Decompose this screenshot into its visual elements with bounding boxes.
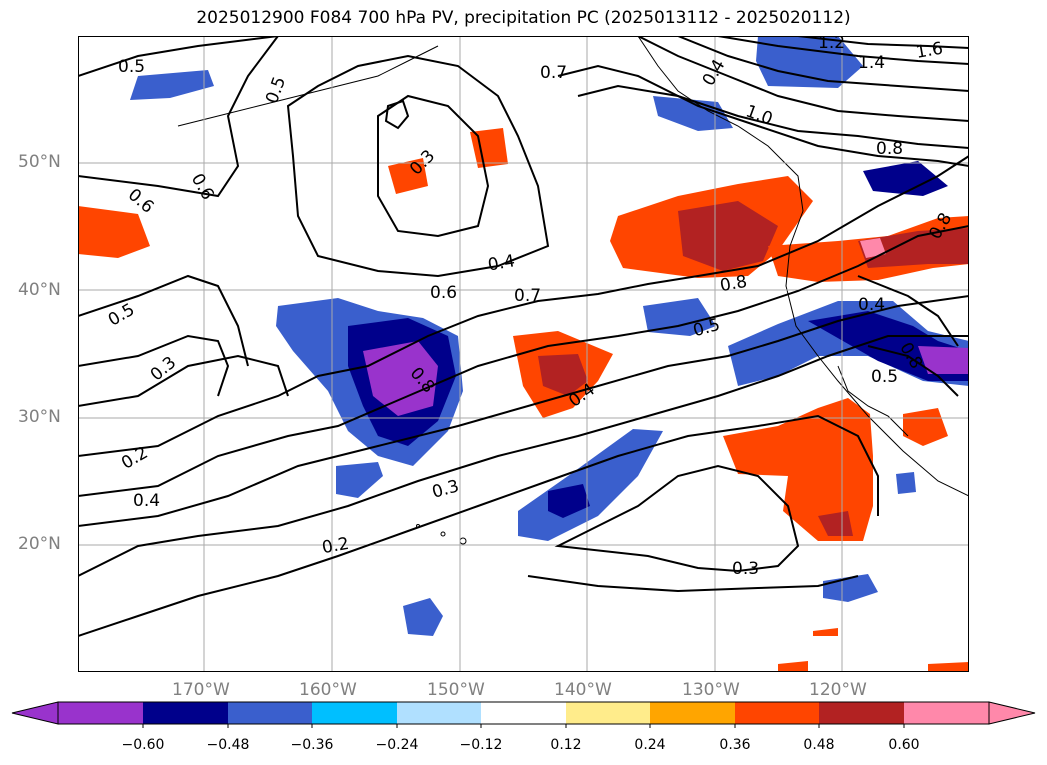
contour-label: 0.6 — [430, 283, 457, 303]
contour-label: 0.4 — [858, 295, 885, 315]
contour-label: 0.6 — [187, 170, 218, 203]
contour-label: 1.2 — [818, 36, 845, 53]
contour-label: 0.8 — [876, 139, 903, 159]
contour-label: 0.5 — [118, 57, 145, 77]
colorbar-segment — [228, 702, 312, 724]
colorbar-extend-left — [11, 701, 59, 725]
contour-label: 0.6 — [124, 185, 158, 218]
colorbar-tick: −0.12 — [459, 737, 503, 753]
colorbar-segment — [58, 702, 143, 724]
colorbar-segment — [481, 702, 566, 724]
coastlines — [177, 36, 969, 545]
colorbar-tick: −0.60 — [121, 737, 165, 753]
colorbar-segment — [904, 702, 989, 724]
colorbar-tick: −0.36 — [290, 737, 334, 753]
contour-label: 0.3 — [147, 353, 181, 386]
colorbar — [11, 701, 1036, 728]
contour-label: 0.8 — [719, 272, 749, 296]
colorbar-segment — [143, 702, 228, 724]
colorbar-extend-right — [988, 701, 1036, 725]
contour-label: 0.3 — [430, 476, 461, 502]
map-panel: 0.5 0.5 0.6 0.6 0.3 0.7 0.4 0.4 1.0 0.8 … — [78, 36, 969, 672]
colorbar-segment — [650, 702, 735, 724]
contour-label: 0.4 — [133, 491, 160, 511]
colorbar-segment — [819, 702, 904, 724]
contour-label: 0.5 — [262, 74, 290, 106]
colorbar-tick: 0.60 — [888, 737, 920, 753]
colorbar-segment — [735, 702, 819, 724]
contour-label: 0.5 — [871, 367, 898, 387]
colorbar-tick: −0.48 — [206, 737, 250, 753]
contour-label: 0.4 — [486, 251, 516, 275]
lon-label: 160°W — [299, 680, 357, 700]
colorbar-segment — [566, 702, 650, 724]
contour-label: 0.5 — [105, 300, 138, 331]
contour-label: 0.3 — [732, 559, 759, 579]
lat-label: 20°N — [18, 534, 61, 554]
lon-label: 140°W — [554, 680, 612, 700]
graticule — [78, 36, 969, 672]
colorbar-segment — [397, 702, 481, 724]
lat-label: 30°N — [18, 407, 61, 427]
contour-label: 0.4 — [699, 56, 730, 89]
contour-label: 1.4 — [858, 53, 885, 73]
contour-label: 1.6 — [914, 39, 944, 63]
lon-label: 150°W — [427, 680, 485, 700]
contour-label: 0.7 — [514, 286, 541, 306]
pv-contours — [78, 36, 969, 637]
contour-label: 1.0 — [743, 101, 775, 129]
colorbar-tick: 0.48 — [803, 737, 835, 753]
contour-label: 0.7 — [540, 63, 567, 83]
colorbar-tick: 0.24 — [634, 737, 666, 753]
lon-label: 170°W — [172, 680, 230, 700]
colorbar-segment — [312, 702, 397, 724]
colorbar-tick: 0.36 — [719, 737, 751, 753]
lon-label: 120°W — [809, 680, 867, 700]
lat-label: 40°N — [18, 280, 61, 300]
map-frame — [78, 36, 969, 672]
map-title: 2025012900 F084 700 hPa PV, precipitatio… — [196, 8, 851, 28]
lon-label: 130°W — [682, 680, 740, 700]
colorbar-tick: 0.12 — [550, 737, 582, 753]
colorbar-tick: −0.24 — [375, 737, 419, 753]
lat-label: 50°N — [18, 152, 61, 172]
contour-label: 0.2 — [321, 534, 351, 558]
